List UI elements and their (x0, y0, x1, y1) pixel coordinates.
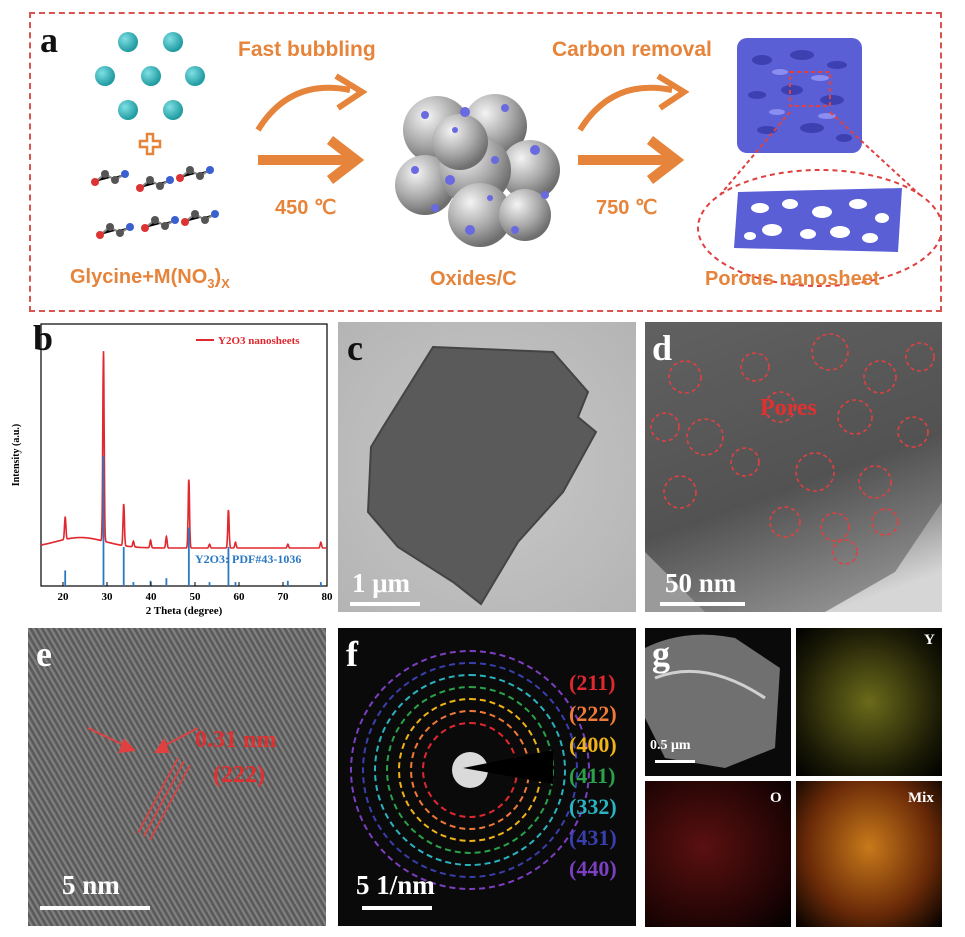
plus-icon (138, 132, 162, 156)
temperature-750: 750 ℃ (596, 197, 658, 219)
beam-stop (452, 750, 553, 788)
precursor-label: Glycine+M(NO3)X (70, 266, 230, 291)
panel-d-scale-bar (660, 602, 745, 606)
panel-g-scale-bar (655, 760, 695, 763)
diffraction-ring (350, 650, 590, 890)
panel-g-o-map (645, 781, 791, 927)
x-tick-label: 50 (190, 591, 202, 603)
panel-b-label: b (33, 318, 54, 358)
panel-d-label: d (652, 328, 673, 368)
x-tick-label: 30 (102, 591, 114, 603)
carbon-removal-label: Carbon removal (552, 38, 712, 61)
bubbling-arrow-icon (255, 73, 368, 132)
x-tick-label: 80 (322, 591, 334, 603)
pores-annotation: Pores (760, 395, 817, 421)
o-map-label: O (770, 790, 782, 806)
panel-e-hrtem-image (28, 628, 326, 926)
xrd-spectrum-line (40, 351, 327, 549)
x-tick-label: 40 (146, 591, 158, 603)
process-arrow-2-icon (578, 136, 685, 184)
panel-d-scale-text: 50 nm (665, 568, 737, 598)
fast-bubbling-label: Fast bubbling (238, 38, 376, 61)
panel-e-scale-text: 5 nm (62, 870, 120, 900)
x-tick-label: 20 (58, 591, 70, 603)
legend-label: Y2O3 nanosheets (218, 335, 300, 347)
panel-f-label: f (346, 634, 358, 674)
panel-f-scale-text: 5 1/nm (356, 870, 435, 900)
panel-c-scale-text: 1 μm (352, 568, 411, 598)
panel-c-label: c (347, 328, 363, 368)
hkl-label: (440) (569, 856, 617, 881)
hkl-label: (222) (569, 701, 617, 726)
process-arrow-1-icon (258, 136, 365, 184)
zoom-callout (697, 111, 940, 287)
temperature-450: 450 ℃ (275, 197, 337, 219)
y-axis-label: Intensity (a.u.) (11, 424, 22, 487)
hkl-label: (211) (569, 670, 616, 695)
reference-label: Y2O3: PDF#43-1036 (195, 552, 301, 566)
glycine-molecules (91, 166, 219, 239)
y-map-label: Y (924, 632, 935, 648)
x-tick-label: 70 (278, 591, 290, 603)
panel-e-scale-bar (40, 906, 150, 910)
porous-nanosheet-label: Porous nanosheet (705, 268, 880, 290)
x-axis-label: 2 Theta (degree) (146, 605, 223, 617)
nanosheet-stack (737, 38, 862, 153)
metal-ions (95, 32, 205, 120)
hkl-label: (400) (569, 732, 617, 757)
panel-g-y-map (796, 628, 942, 776)
hkl-label: (332) (569, 794, 617, 819)
panel-c-tem-image (338, 322, 636, 612)
panel-a (29, 12, 942, 312)
panel-g-label: g (652, 634, 670, 674)
hkl-label: (411) (569, 763, 616, 788)
oxides-label: Oxides/C (430, 268, 517, 290)
panel-c-scale-bar (350, 602, 420, 606)
x-tick-label: 60 (234, 591, 246, 603)
panel-g-haadf-image (645, 628, 791, 776)
d-spacing-annotation: 0.31 nm (195, 727, 277, 753)
oxides-carbon-cluster (395, 94, 560, 247)
panel-a-label: a (40, 20, 58, 60)
panel-g-mix-map (796, 781, 942, 927)
plane-annotation: (222) (213, 762, 265, 788)
xrd-chart: 20 30 40 50 60 70 80 2 Theta (degree) Intensity … (11, 323, 334, 617)
hkl-label: (431) (569, 825, 617, 850)
carbon-removal-arrow-icon (577, 73, 690, 132)
panel-d-tem-image (645, 322, 942, 612)
plot-frame (40, 323, 328, 587)
panel-g-scale-text: 0.5 μm (650, 738, 691, 753)
mix-map-label: Mix (908, 790, 934, 806)
panel-f-scale-bar (362, 906, 432, 910)
panel-e-label: e (36, 634, 52, 674)
